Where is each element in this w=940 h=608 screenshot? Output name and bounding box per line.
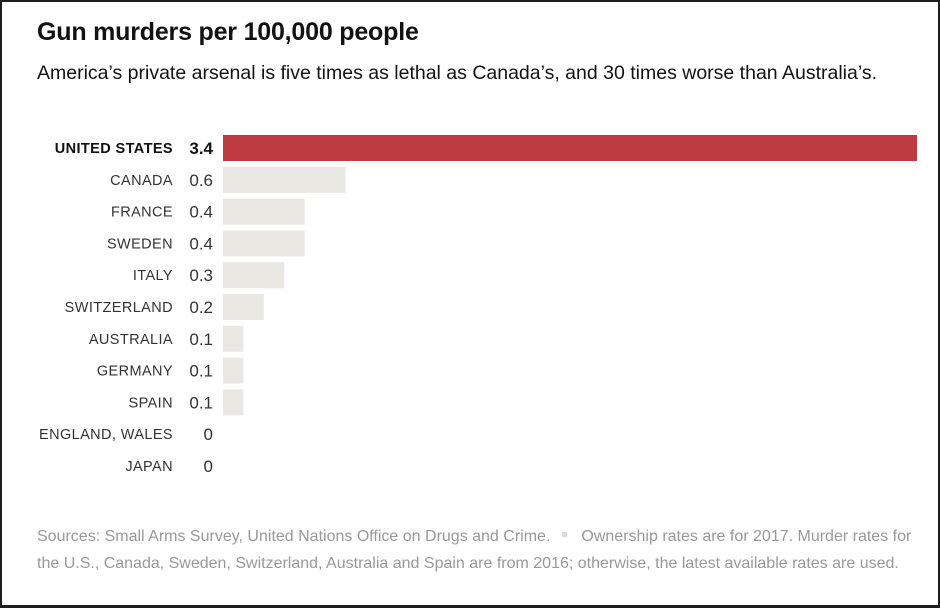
category-label: GERMANY — [97, 364, 173, 380]
bar-row: ENGLAND, WALES 0 — [39, 425, 213, 444]
value-label: 0.6 — [189, 171, 213, 190]
methodology-note: Ownership rates are for 2017. Murder rat… — [37, 528, 912, 572]
value-label: 0.4 — [189, 203, 213, 222]
category-label: JAPAN — [125, 459, 173, 475]
bar-row: FRANCE 0.4 — [111, 198, 305, 225]
value-label: 0.1 — [189, 330, 213, 349]
bar-row: AUSTRALIA 0.1 — [89, 325, 244, 352]
bar-row: SPAIN 0.1 — [129, 389, 244, 416]
category-label: FRANCE — [111, 205, 173, 221]
bar-row: SWITZERLAND 0.2 — [65, 294, 264, 320]
bar — [223, 198, 305, 225]
category-label: UNITED STATES — [55, 141, 173, 157]
value-label: 0.4 — [189, 234, 213, 253]
bar-row: ITALY 0.3 — [133, 262, 285, 289]
bar-row: UNITED STATES 3.4 — [55, 135, 917, 161]
bar — [223, 389, 244, 416]
value-label: 3.4 — [189, 139, 213, 158]
separator-square-icon — [562, 532, 568, 538]
sources-note: Sources: Small Arms Survey, United Natio… — [37, 528, 551, 545]
bar-row: CANADA 0.6 — [110, 166, 346, 193]
value-label: 0.1 — [189, 362, 213, 381]
bar — [223, 294, 264, 320]
chart-footer: Sources: Small Arms Survey, United Natio… — [37, 523, 917, 577]
bar — [223, 262, 285, 289]
value-label: 0.1 — [189, 393, 213, 412]
value-label: 0 — [204, 457, 213, 476]
value-label: 0.2 — [189, 298, 213, 317]
category-label: ENGLAND, WALES — [39, 427, 173, 443]
category-label: SWEDEN — [107, 236, 173, 252]
chart-title: Gun murders per 100,000 people — [37, 18, 419, 46]
category-label: SWITZERLAND — [65, 300, 173, 316]
value-label: 0.3 — [189, 266, 213, 285]
bar-row: JAPAN 0 — [125, 457, 213, 476]
bar-row: GERMANY 0.1 — [97, 357, 244, 384]
category-label: SPAIN — [129, 395, 173, 411]
bar — [223, 357, 244, 384]
category-label: AUSTRALIA — [89, 332, 173, 348]
bar — [223, 230, 305, 257]
chart-subtitle: America’s private arsenal is five times … — [37, 62, 877, 84]
bar-row: SWEDEN 0.4 — [107, 230, 305, 257]
bar — [223, 166, 346, 193]
bar — [223, 135, 917, 161]
value-label: 0 — [204, 425, 213, 444]
category-label: ITALY — [133, 268, 173, 284]
category-label: CANADA — [110, 173, 173, 189]
bar — [223, 325, 244, 352]
